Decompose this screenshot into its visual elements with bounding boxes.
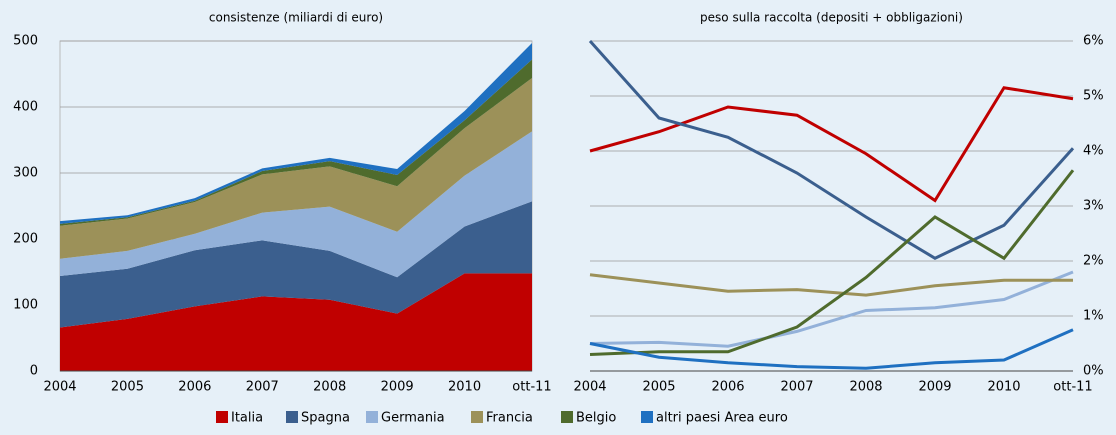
y-tick-label: 3% <box>1083 199 1104 214</box>
y-tick-label: 4% <box>1083 144 1104 159</box>
area <box>60 273 532 371</box>
x-tick-label: 2005 <box>642 380 675 395</box>
legend-swatch <box>216 411 228 423</box>
y-tick-label: 6% <box>1083 34 1104 49</box>
legend-swatch <box>366 411 378 423</box>
chart-title: peso sulla raccolta (depositi + obbligaz… <box>700 11 963 25</box>
line <box>589 328 1074 370</box>
y-tick-label: 2% <box>1083 254 1104 269</box>
x-tick-label: 2005 <box>111 380 144 395</box>
line <box>589 169 1075 356</box>
legend-label: Francia <box>486 411 533 426</box>
y-tick-label: 0 <box>30 364 38 379</box>
legend-swatch <box>471 411 483 423</box>
y-tick-label: 5% <box>1083 89 1104 104</box>
x-tick-label: 2010 <box>448 380 481 395</box>
legend-swatch <box>286 411 298 423</box>
x-tick-label: 2008 <box>313 380 346 395</box>
x-tick-label: 2004 <box>573 380 606 395</box>
y-tick-label: 1% <box>1083 309 1104 324</box>
x-tick-label: 2009 <box>381 380 414 395</box>
x-tick-label: 2006 <box>178 380 211 395</box>
area <box>60 201 532 328</box>
y-tick-label: 200 <box>13 232 38 247</box>
x-tick-label: 2008 <box>849 380 882 395</box>
legend-label: Spagna <box>301 411 350 426</box>
y-tick-label: 100 <box>13 298 38 313</box>
line <box>589 273 1073 297</box>
y-tick-label: 0% <box>1083 364 1104 379</box>
area <box>60 131 532 278</box>
x-tick-label: 2007 <box>780 380 813 395</box>
y-tick-label: 300 <box>13 166 38 181</box>
area <box>60 59 532 226</box>
x-tick-label: 2010 <box>987 380 1020 395</box>
line <box>588 39 1075 260</box>
legend-swatch <box>561 411 573 423</box>
x-tick-label: ott-11 <box>512 380 551 395</box>
y-tick-label: 400 <box>13 100 38 115</box>
y-tick-label: 500 <box>13 34 38 49</box>
area <box>60 77 532 259</box>
legend-label: Italia <box>231 411 263 426</box>
x-tick-label: 2009 <box>918 380 951 395</box>
chart-title: consistenze (miliardi di euro) <box>209 11 383 25</box>
line <box>589 86 1074 203</box>
x-tick-label: 2006 <box>711 380 744 395</box>
legend-swatch <box>641 411 653 423</box>
legend-label: altri paesi Area euro <box>656 411 788 426</box>
x-tick-label: 2007 <box>246 380 279 395</box>
line <box>589 270 1074 348</box>
x-tick-label: 2004 <box>43 380 76 395</box>
legend-label: Belgio <box>576 411 616 426</box>
legend-label: Germania <box>381 411 445 426</box>
x-tick-label: ott-11 <box>1053 380 1092 395</box>
